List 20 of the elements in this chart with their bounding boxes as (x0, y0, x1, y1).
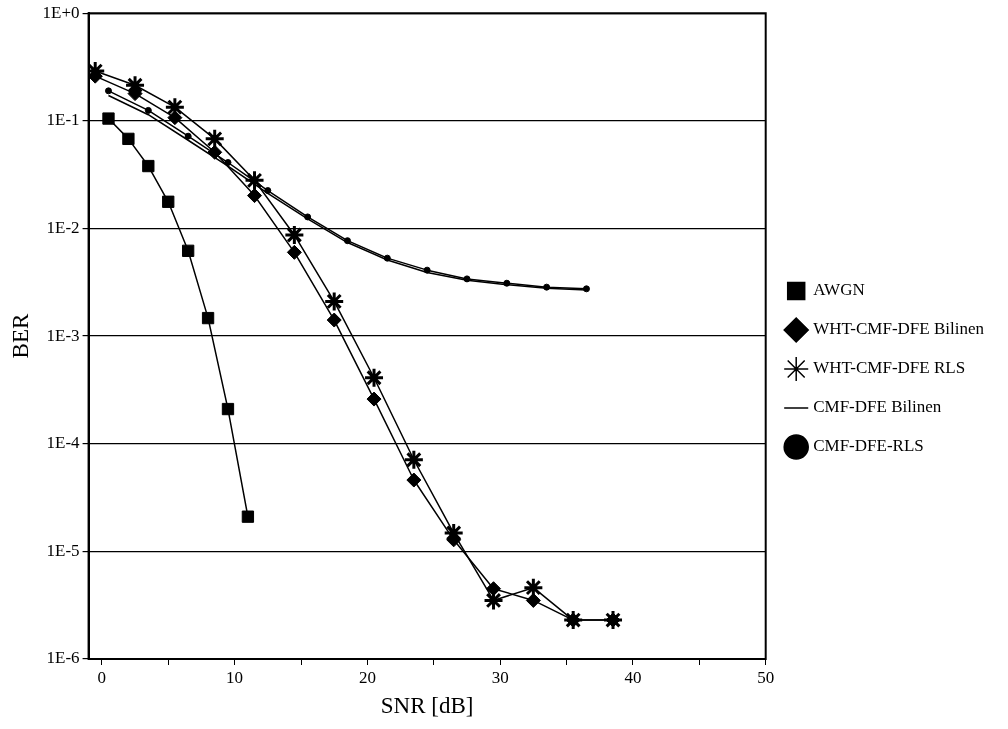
legend-label: CMF-DFE-RLS (813, 436, 924, 456)
x-tick-label: 0 (97, 667, 107, 687)
x-tick-label: 20 (358, 667, 376, 687)
x-tick-label: 30 (491, 667, 509, 687)
y-axis-title: BER (7, 313, 33, 359)
y-tick-label: 1E-2 (46, 217, 80, 237)
x-tick-label: 40 (624, 667, 642, 687)
x-tick-label: 50 (757, 667, 775, 687)
y-tick-label: 1E-4 (46, 433, 81, 453)
y-tick-label: 1E-3 (46, 325, 80, 345)
y-tick-label: 1E+0 (42, 2, 80, 22)
legend-label: WHT-CMF-DFE RLS (813, 358, 966, 378)
x-tick-label: 10 (226, 667, 244, 687)
y-tick-label: 1E-6 (46, 648, 80, 668)
y-tick-label: 1E-5 (46, 540, 80, 560)
x-axis-title: SNR [dB] (380, 693, 474, 719)
y-tick-label: 1E-1 (46, 110, 80, 130)
legend-label: AWGN (813, 280, 865, 300)
legend-label: CMF-DFE Bilinen (813, 397, 942, 417)
legend-label: WHT-CMF-DFE Bilinen (813, 319, 985, 339)
